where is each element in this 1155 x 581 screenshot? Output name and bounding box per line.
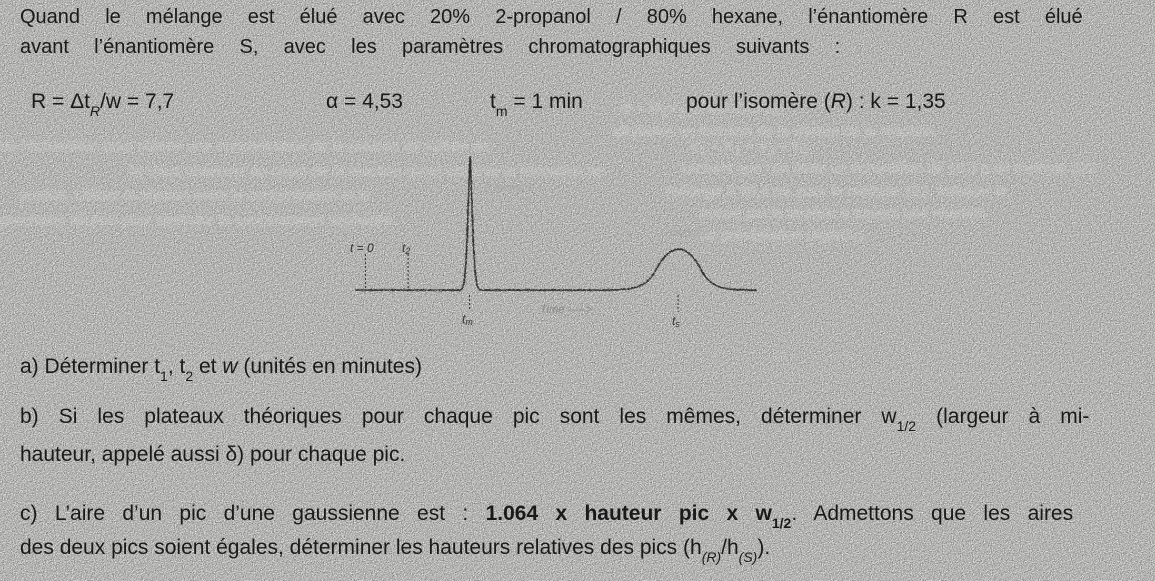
svg-text:R isomère: R isomère (484, 182, 534, 194)
svg-text:t2: t2 (402, 241, 410, 256)
svg-text:Time ----->: Time -----> (540, 304, 593, 316)
svg-text:S isomère: S isomère (660, 227, 710, 239)
svg-text:tm: tm (462, 312, 473, 327)
svg-text:t = 0: t = 0 (350, 241, 374, 255)
svg-text:ts: ts (672, 314, 680, 329)
